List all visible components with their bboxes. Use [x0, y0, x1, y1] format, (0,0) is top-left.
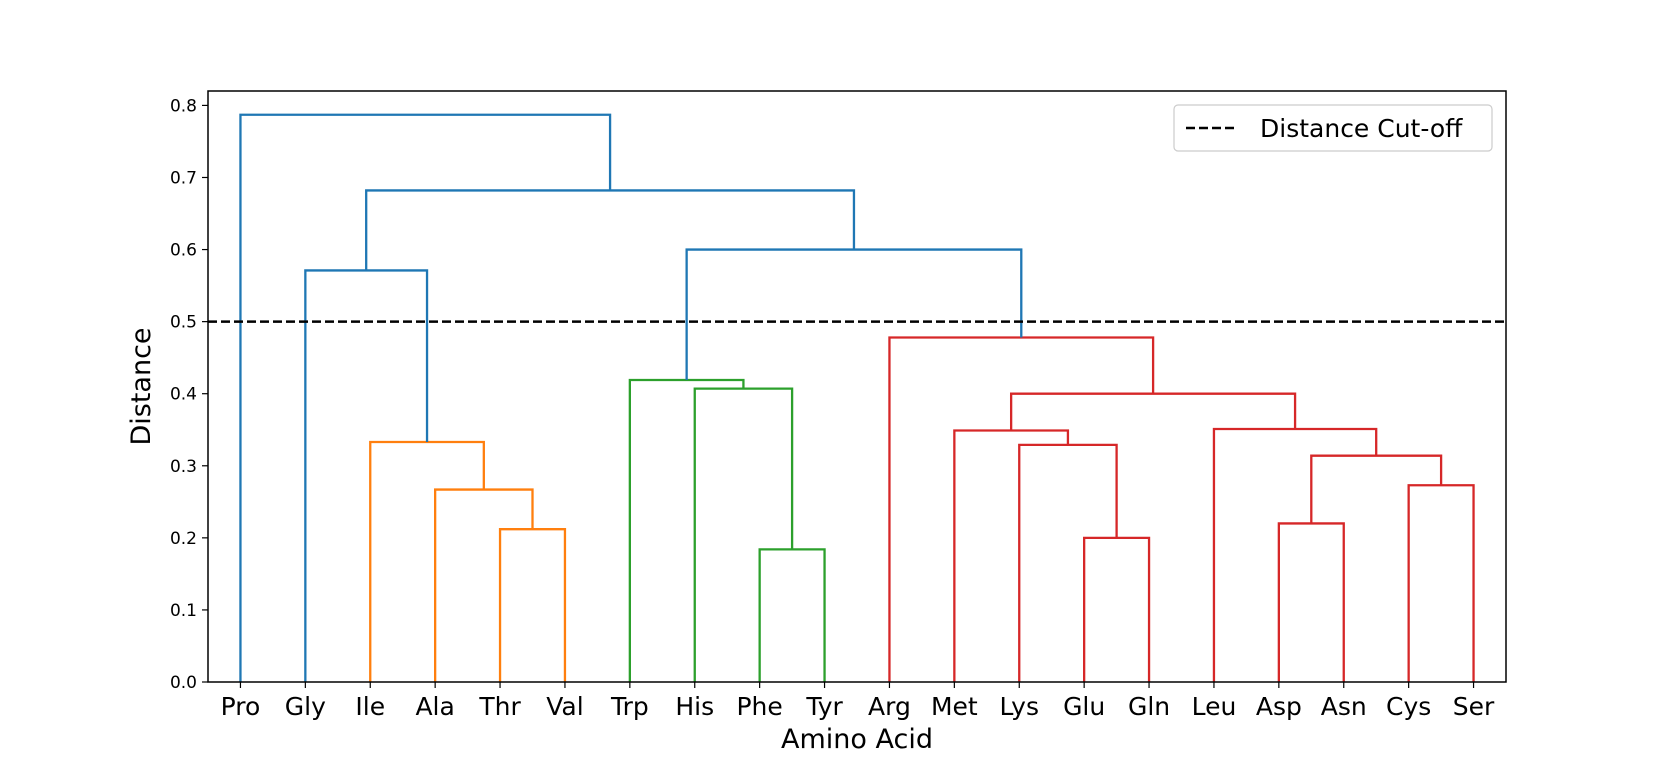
x-tick-label-ile: Ile [355, 692, 385, 721]
dendrogram-link-18 [239, 113, 612, 682]
x-tick-label-met: Met [931, 692, 978, 721]
x-tick-label-gln: Gln [1128, 692, 1170, 721]
dendrogram-link-16 [685, 248, 1023, 381]
y-axis-label: Distance [126, 327, 157, 445]
dendrogram-link-9 [1277, 522, 1345, 682]
x-tick-label-lys: Lys [1000, 692, 1039, 721]
x-tick-label-his: His [675, 692, 714, 721]
y-tick-label: 0.0 [170, 673, 197, 693]
dendrogram-link-5 [628, 378, 745, 682]
legend-box [1173, 104, 1493, 152]
x-axis-label: Amino Acid [781, 724, 933, 755]
legend: Distance Cut-off [1173, 104, 1493, 152]
x-tick-label-trp: Trp [610, 692, 649, 721]
dendrogram-link-0 [498, 528, 567, 682]
y-axis-ticks: 0.0 0.1 0.2 0.3 0.4 0.5 0.6 0.7 0.8 [170, 96, 208, 693]
dendrogram-link-14 [888, 336, 1155, 682]
dendrogram-link-8 [953, 429, 1070, 682]
x-tick-label-phe: Phe [736, 692, 782, 721]
x-tick-label-ala: Ala [415, 692, 454, 721]
dendrogram-link-4 [693, 387, 794, 682]
x-tick-label-thr: Thr [478, 692, 521, 721]
plot-frame [207, 90, 1507, 683]
dendrogram-link-7 [1018, 443, 1118, 682]
x-tick-label-pro: Pro [221, 692, 261, 721]
x-tick-label-tyr: Tyr [805, 692, 843, 721]
x-tick-label-cys: Cys [1386, 692, 1431, 721]
dendrogram-link-11 [1310, 454, 1443, 524]
dendrogram-links [239, 113, 1475, 682]
x-tick-label-ser: Ser [1453, 692, 1495, 721]
y-tick-label: 0.7 [170, 168, 197, 188]
dendrogram-link-6 [1083, 536, 1151, 682]
dendrogram-link-3 [758, 548, 826, 682]
y-tick-label: 0.1 [170, 601, 197, 621]
x-axis-ticks: Pro Gly Ile Ala Thr Val Trp His Phe Tyr Arg Met Lys G… [221, 682, 1495, 721]
y-tick-label: 0.3 [170, 457, 197, 477]
y-tick-label: 0.5 [170, 313, 197, 333]
dendrogram-link-15 [304, 269, 429, 682]
dendrogram-link-13 [1009, 392, 1297, 431]
y-tick-label: 0.6 [170, 241, 197, 261]
x-tick-label-leu: Leu [1192, 692, 1237, 721]
dendrogram-link-10 [1407, 484, 1475, 682]
dendrogram-link-2 [369, 440, 485, 682]
dendrogram-link-12 [1212, 427, 1378, 682]
x-tick-label-asp: Asp [1256, 692, 1302, 721]
y-tick-label: 0.2 [170, 529, 197, 549]
x-tick-label-val: Val [546, 692, 583, 721]
x-tick-label-gly: Gly [285, 692, 326, 721]
y-tick-label: 0.4 [170, 385, 197, 405]
dendrogram-link-17 [365, 189, 856, 271]
x-tick-label-arg: Arg [868, 692, 911, 721]
x-tick-label-glu: Glu [1063, 692, 1105, 721]
legend-entry-cutoff: Distance Cut-off [1260, 114, 1463, 143]
y-tick-label: 0.8 [170, 96, 197, 116]
x-tick-label-asn: Asn [1321, 692, 1367, 721]
dendrogram-link-1 [434, 488, 534, 682]
